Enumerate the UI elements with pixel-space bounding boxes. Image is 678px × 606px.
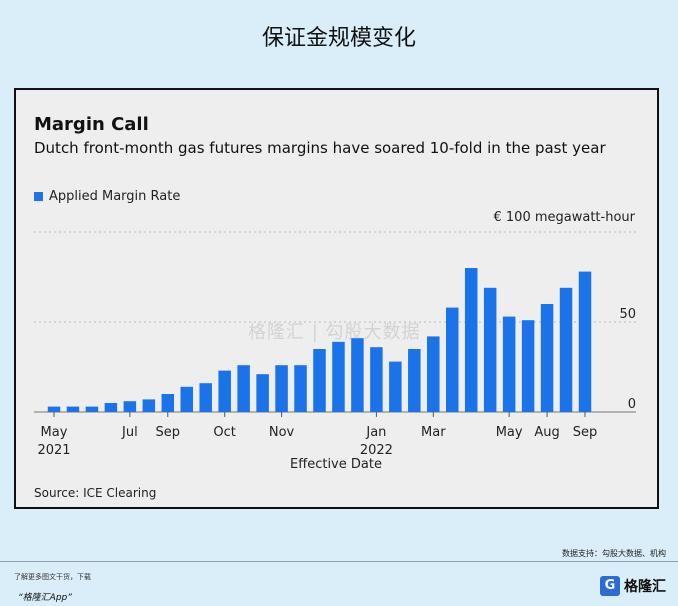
x-tick-label: Jan xyxy=(365,425,386,440)
bar xyxy=(370,347,383,412)
bar xyxy=(256,374,269,412)
x-tick-label: Sep xyxy=(573,425,598,440)
bar xyxy=(85,406,99,412)
bar xyxy=(142,399,156,412)
x-tick-label: May xyxy=(496,425,523,440)
y-tick-label: 50 xyxy=(619,307,636,322)
bar xyxy=(446,307,459,412)
bar xyxy=(180,386,193,412)
bar xyxy=(464,268,478,412)
footer-app-name: “格隆汇App” xyxy=(18,593,72,603)
x-tick-label: Sep xyxy=(156,425,181,440)
bar xyxy=(104,403,118,412)
bar xyxy=(521,320,535,412)
bar xyxy=(123,401,137,412)
bar xyxy=(66,406,80,412)
bar xyxy=(237,365,250,412)
bar xyxy=(427,336,440,412)
bar xyxy=(218,370,231,412)
legend-label: Applied Margin Rate xyxy=(49,189,181,204)
bar xyxy=(559,287,573,412)
chart-legend: Applied Margin Rate xyxy=(34,189,180,204)
bar xyxy=(275,365,288,412)
chart-title: Margin Call xyxy=(34,114,149,135)
footer-divider xyxy=(0,561,678,562)
chart-subtitle: Dutch front-month gas futures margins ha… xyxy=(34,139,606,157)
logo-icon: G xyxy=(600,576,620,596)
y-tick-label: 0 xyxy=(628,397,636,412)
bar xyxy=(161,394,175,412)
footer-note: 了解更多图文干货，下载 xyxy=(14,573,91,581)
bar xyxy=(578,271,592,412)
bar xyxy=(332,341,345,412)
x-tick-label: Aug xyxy=(534,425,559,440)
bar xyxy=(351,338,364,412)
bar xyxy=(540,304,554,412)
x-tick-label: Jul xyxy=(121,425,138,440)
unit-label: € 100 megawatt-hour xyxy=(493,210,636,225)
bar xyxy=(47,406,61,412)
watermark: 格隆汇 | 勾股大数据 xyxy=(248,322,421,343)
brand-logo: G 格隆汇 xyxy=(600,576,666,596)
x-axis-label: Effective Date xyxy=(290,457,382,472)
bar xyxy=(313,349,326,412)
logo-text: 格隆汇 xyxy=(624,579,666,595)
x-tick-label: Mar xyxy=(421,425,446,440)
bar xyxy=(502,316,516,412)
x-tick-label: Oct xyxy=(213,425,235,440)
bar xyxy=(483,287,497,412)
x-tick-sublabel: 2022 xyxy=(360,443,393,458)
x-tick-label: Nov xyxy=(269,425,295,440)
chart-card: Margin Call Dutch front-month gas future… xyxy=(14,88,659,509)
data-support: 数据支持：勾股大数据、机构 xyxy=(562,549,666,558)
bar xyxy=(199,383,212,412)
x-tick-label: May xyxy=(41,425,68,440)
bar xyxy=(389,361,402,412)
bar xyxy=(294,365,307,412)
page-title: 保证金规模变化 xyxy=(261,26,416,51)
legend-swatch xyxy=(34,192,43,201)
x-tick-sublabel: 2021 xyxy=(37,443,70,458)
bar xyxy=(408,349,421,412)
chart-source: Source: ICE Clearing xyxy=(34,486,157,500)
bar-chart: 0 50 May 2021 Jul Sep Oct Nov Jan 2022 Mar May Aug Se… xyxy=(34,231,636,472)
